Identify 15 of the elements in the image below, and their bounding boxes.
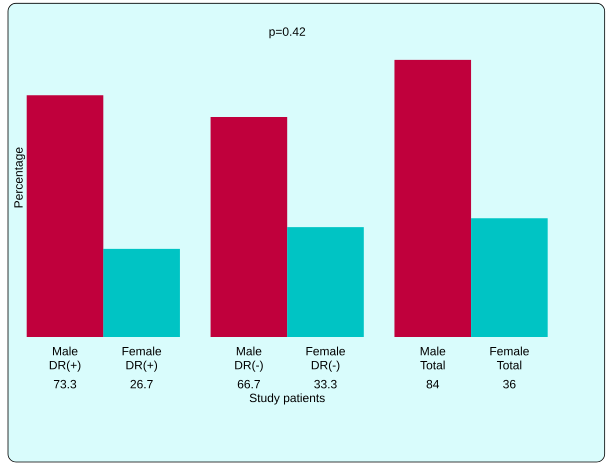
x-tick-label: Female Total xyxy=(490,346,529,370)
x-tick-label: Male DR(+) xyxy=(50,346,80,372)
x-tick-label: Male Total xyxy=(420,346,446,370)
y-axis-title: Percentage xyxy=(14,148,26,208)
x-tick-label: Female DR(+) xyxy=(122,346,162,372)
x-tick-label: Male DR(-) xyxy=(235,346,263,372)
data-label: 26.7 xyxy=(130,380,153,388)
data-label: 36 xyxy=(503,380,516,388)
x-tick-label: Female DR(-) xyxy=(306,346,345,372)
data-label: 73.3 xyxy=(54,380,76,388)
data-label: 33.3 xyxy=(314,380,337,388)
data-label: 84 xyxy=(426,380,440,388)
data-label: 66.7 xyxy=(238,380,260,388)
x-axis-title: Study patients xyxy=(250,393,325,405)
text: p=0.42 xyxy=(269,27,306,38)
